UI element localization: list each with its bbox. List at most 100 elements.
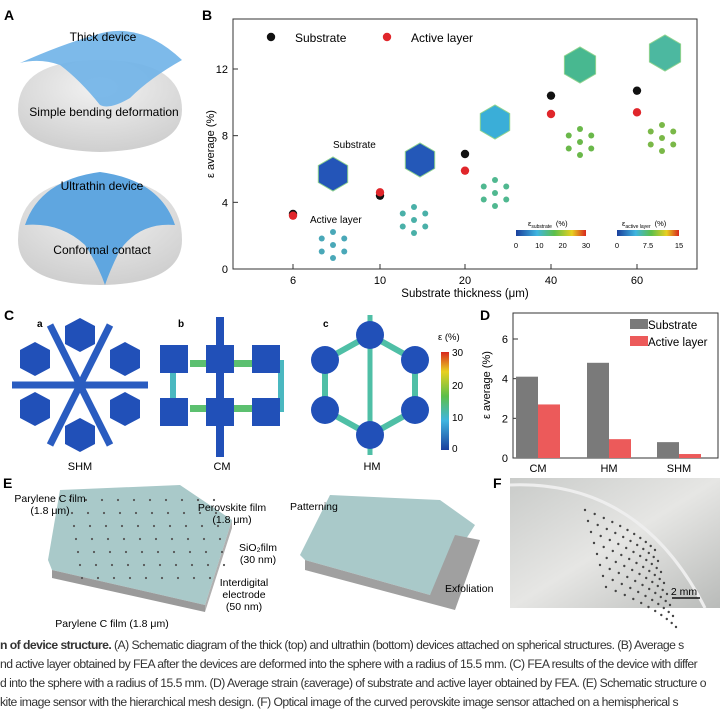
cm-fea-image [160, 317, 284, 457]
pixel-dot [72, 524, 76, 528]
pixel-dot [658, 577, 661, 581]
pixel-dot [200, 524, 204, 528]
pixel-dot [656, 584, 659, 588]
pixel-dot [96, 576, 100, 580]
active-layer-dot [503, 196, 510, 203]
pixel-dot [604, 585, 608, 589]
pixel-dot [78, 563, 82, 567]
pixel-dot [605, 527, 608, 531]
pixel-dot [602, 516, 605, 520]
label-hm: HM [363, 461, 380, 473]
active-layer-dot [670, 128, 677, 135]
pixel-dot [662, 606, 665, 610]
pixel-dot [124, 550, 128, 554]
pixel-dot [216, 524, 220, 528]
pixel-dot [68, 498, 72, 502]
bar-substrate [657, 442, 679, 458]
pixel-dot [645, 558, 648, 562]
pixel-dot [655, 566, 658, 570]
label-conformal-contact: Conformal contact [53, 243, 151, 257]
pixel-dot [611, 578, 614, 582]
active-layer-dot [411, 230, 417, 236]
panel-label: B [202, 7, 212, 23]
active-layer-dot [330, 229, 336, 235]
pixel-dot [605, 556, 608, 560]
pixel-dot [647, 605, 650, 609]
pixel-dot [664, 599, 667, 603]
pixel-dot [202, 537, 206, 541]
pixel-dot [204, 550, 208, 554]
pixel-dot [641, 583, 644, 587]
pixel-dot [592, 541, 596, 545]
pixel-dot [589, 530, 593, 534]
substrate-hexagon [648, 34, 682, 72]
pixel-dot [651, 598, 654, 602]
pixel-dot [148, 498, 152, 502]
legend-marker [266, 32, 276, 42]
pixel-dot [653, 573, 656, 577]
x-tick-label: 20 [459, 275, 471, 287]
patterning-illustration [300, 495, 475, 595]
pixel-dot [659, 595, 662, 599]
pixel-dot [611, 520, 614, 524]
active-layer-dot [647, 141, 654, 148]
colorbar-tick: 0 [615, 241, 619, 250]
pixel-dot [614, 589, 617, 593]
device-layers-illustration [48, 485, 232, 605]
pixel-dot [184, 524, 188, 528]
active-layer-dot [588, 145, 595, 152]
pixel-dot [94, 563, 98, 567]
pixel-dot [631, 568, 634, 572]
pixel-dot [642, 565, 645, 569]
panel-label: A [4, 7, 14, 23]
pixel-dot [640, 601, 643, 605]
pixel-dot [644, 594, 647, 598]
pixel-dot [108, 550, 112, 554]
caption-line: n of device structure. (A) Schematic dia… [0, 638, 720, 652]
pixel-dot [662, 581, 666, 585]
caption-line: kite image sensor with the hierarchical … [0, 695, 679, 709]
substrate-hexagon [317, 156, 349, 192]
pixel-dot [144, 576, 148, 580]
legend-swatch [630, 319, 648, 329]
pixel-dot [116, 498, 120, 502]
pixel-dot [660, 613, 663, 617]
y-axis-label: ε average (%) [205, 110, 217, 178]
colorbar-substrate [516, 230, 586, 236]
pixel-dot [106, 537, 110, 541]
pixel-dot [608, 567, 611, 571]
pixel-dot [595, 552, 599, 556]
pixel-dot [180, 498, 184, 502]
shm-fea-image [12, 318, 148, 452]
pixel-dot [601, 574, 605, 578]
pixel-dot [661, 588, 664, 592]
colorbar-tick: 30 [452, 348, 464, 359]
panel-label: D [480, 307, 490, 323]
pixel-dot [126, 563, 130, 567]
pixel-dot [657, 602, 660, 606]
pixel-dot [166, 511, 170, 515]
pixel-dot [220, 550, 224, 554]
colorbar-active-title: εactive layer (%) [622, 219, 667, 230]
label-ultrathin-device: Ultrathin device [61, 179, 144, 193]
pixel-dot [136, 524, 140, 528]
pixel-dot [649, 544, 652, 548]
pixel-dot [622, 535, 625, 539]
pixel-dot [80, 576, 84, 580]
x-tick-label: SHM [667, 463, 691, 475]
x-axis-label: Substrate thickness (μm) [401, 288, 529, 300]
legend-marker [382, 32, 392, 42]
pixel-dot [128, 576, 132, 580]
pixel-dot [614, 560, 617, 564]
pixel-dot [206, 563, 210, 567]
pixel-dot [182, 511, 186, 515]
pixel-dot [86, 511, 90, 515]
pixel-dot [632, 597, 635, 601]
y-tick-label: 2 [502, 413, 508, 425]
active-layer-dot [565, 145, 572, 152]
pixel-dot [633, 532, 636, 536]
ultrathin-device-sheet [25, 172, 175, 285]
pixel-dot [76, 550, 80, 554]
pixel-dot [150, 511, 154, 515]
